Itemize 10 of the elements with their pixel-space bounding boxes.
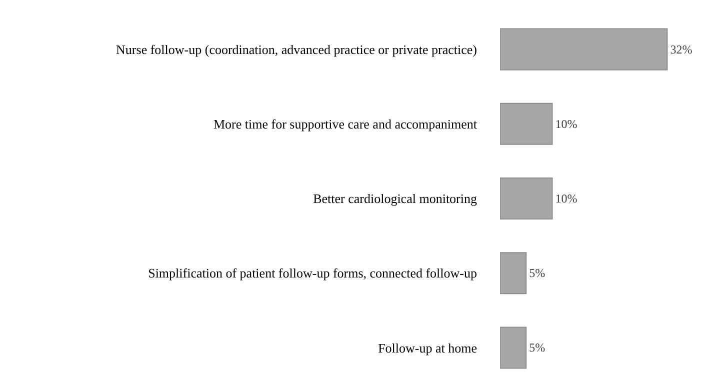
y-tick-label: More time for supportive care and accompaniment bbox=[213, 116, 478, 132]
data-label: 10% bbox=[555, 116, 578, 131]
data-label: 32% bbox=[670, 42, 692, 56]
data-label: 5% bbox=[529, 340, 546, 355]
y-tick-label: Better cardiological monitoring bbox=[313, 191, 478, 206]
data-label: 10% bbox=[555, 192, 578, 206]
y-tick-label: Nurse follow-up (coordination, advanced practice or private practice) bbox=[116, 42, 477, 57]
data-label: 5% bbox=[529, 266, 546, 280]
y-tick-label: Follow-up at home bbox=[378, 340, 478, 356]
y-tick-label: Simplification of patient follow-up forms, connected follow-up bbox=[148, 266, 477, 281]
